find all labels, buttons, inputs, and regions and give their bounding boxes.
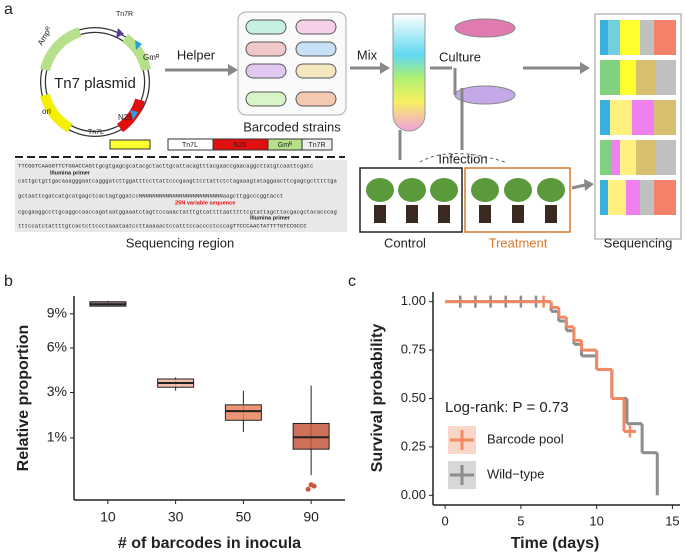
outlier	[305, 486, 311, 492]
infection-curve	[419, 153, 506, 163]
step-label: Helper	[177, 47, 216, 62]
marker	[116, 28, 124, 38]
y-axis-label: Survival probability	[369, 324, 386, 473]
x-tick-label: 0	[442, 513, 449, 528]
plasmid-label: N25	[118, 113, 133, 122]
step-label: Treatment	[489, 235, 548, 250]
marker	[135, 40, 142, 50]
step-label: Culture	[439, 49, 481, 64]
sequencing-bars	[600, 20, 676, 215]
y-tick-label: 0.25	[401, 438, 426, 453]
step-label: Barcoded strains	[243, 119, 341, 134]
outlier	[311, 483, 317, 489]
arrow-head	[580, 62, 590, 74]
step-label: Sequencing	[604, 235, 673, 250]
plants	[366, 178, 565, 223]
panel-a: a Tn7 plasmid Ampᴿ ori Tn7L N25 Gmᴿ Tn7R…	[4, 1, 682, 250]
arrow-head	[380, 62, 390, 74]
legend-label: Barcode pool	[487, 431, 564, 446]
y-tick-label: 1%	[47, 429, 67, 445]
sequence-box	[15, 160, 347, 232]
legend-mark	[450, 430, 474, 450]
y-tick-label: 0.00	[401, 487, 426, 502]
plasmid-label: Gmᴿ	[143, 53, 160, 62]
y-tick-label: 0.50	[401, 390, 426, 405]
sequence-line: gctaattcgatcatgcatgagctcactagtggatccNNNN…	[18, 192, 283, 199]
y-tick-label: 6%	[47, 339, 67, 355]
plasmid-label: Tn7L	[88, 129, 104, 136]
x-axis-label: Time (days)	[511, 535, 600, 552]
gm-gene	[121, 33, 151, 72]
ori	[40, 93, 73, 133]
y-tick-label: 1.00	[401, 293, 426, 308]
sequence-line: cgcgaaggccttgcaggccaaccagataatggaaatctag…	[18, 208, 337, 215]
plasmid-inner	[41, 28, 149, 136]
x-tick-label: 5	[517, 513, 524, 528]
control-box	[359, 167, 463, 233]
panel-label: b	[4, 273, 13, 290]
construct-tn7r	[301, 138, 333, 151]
dish	[454, 85, 516, 105]
tube	[392, 13, 426, 132]
arrow	[571, 183, 586, 190]
step-label: Infection	[438, 151, 487, 166]
x-tick-label: 10	[100, 509, 116, 525]
panel-label: c	[348, 273, 356, 290]
primer-label: Illumina primer	[50, 170, 91, 176]
y-tick-label: 0.75	[401, 342, 426, 357]
plasmid-label: Ampᴿ	[36, 25, 54, 47]
arrow-head	[584, 179, 594, 191]
x-tick-label: 50	[236, 509, 252, 525]
caption: Sequencing region	[126, 235, 234, 250]
treatment-box	[464, 167, 571, 233]
legend-mark	[450, 465, 474, 485]
censor-mark	[623, 425, 636, 438]
sequence-line: tttccatctattttgtcactcttccctaaataatccttaa…	[18, 222, 307, 229]
construct-label: Tn7L	[182, 142, 198, 149]
panel-label: a	[4, 1, 13, 18]
censor-mark	[537, 295, 550, 308]
plasmid-label: ori	[42, 107, 51, 116]
sequence-line: cattgctgttgacaaagggaatcagggatcttggatttcc…	[18, 177, 338, 184]
step-label: Control	[384, 235, 426, 250]
plasmid-label: Tn7R	[116, 11, 133, 18]
construct-label: N25	[234, 142, 247, 149]
construct-label: Tn7R	[308, 142, 325, 149]
construct-arrow	[109, 139, 151, 150]
construct-label: Gmᴿ	[278, 142, 293, 149]
marker	[130, 110, 138, 120]
annotation: Log-rank: P = 0.73	[445, 399, 569, 416]
box	[224, 404, 262, 421]
primer-label: Illumina primer	[250, 215, 291, 221]
strains-box	[237, 11, 347, 116]
sequence-line: TTCGGTCAAGGTTCTGGACCAGttgcgtgagcgcatacgc…	[18, 162, 313, 169]
x-tick-label: 30	[168, 509, 184, 525]
strains	[245, 19, 337, 107]
legend-label: Wild−type	[487, 466, 544, 481]
plasmid-title: Tn7 plasmid	[54, 75, 136, 92]
step-label: Mix	[357, 47, 378, 62]
x-tick-label: 15	[665, 513, 679, 528]
y-tick-label: 9%	[47, 304, 67, 320]
variable-label: 25N variable sequence	[175, 200, 235, 206]
x-axis-label: # of barcodes in inocula	[118, 535, 301, 552]
y-axis-label: Relative proportion	[15, 325, 32, 472]
y-tick-label: 3%	[47, 383, 67, 399]
x-tick-label: 90	[303, 509, 319, 525]
x-tick-label: 10	[589, 513, 603, 528]
dish	[454, 18, 516, 38]
arrow-head	[228, 64, 238, 76]
amp-gene	[40, 27, 82, 72]
